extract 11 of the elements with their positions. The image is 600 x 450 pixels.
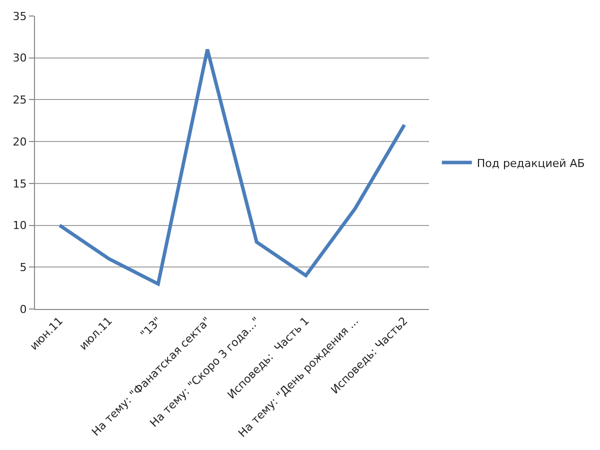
y-tick-label: 15 [12,177,27,190]
y-tick-label: 20 [12,135,27,148]
x-tick-label: "13" [138,314,164,341]
y-tick-label: 25 [12,94,27,107]
y-tick-label: 5 [20,260,27,274]
y-tick-label: 35 [12,10,27,23]
line-series [58,48,406,286]
y-tick-label: 10 [12,219,27,232]
y-tick-label: 30 [12,52,27,65]
legend-label: Под редакцией АБ [476,156,585,170]
y-tick-label: 0 [20,302,27,316]
